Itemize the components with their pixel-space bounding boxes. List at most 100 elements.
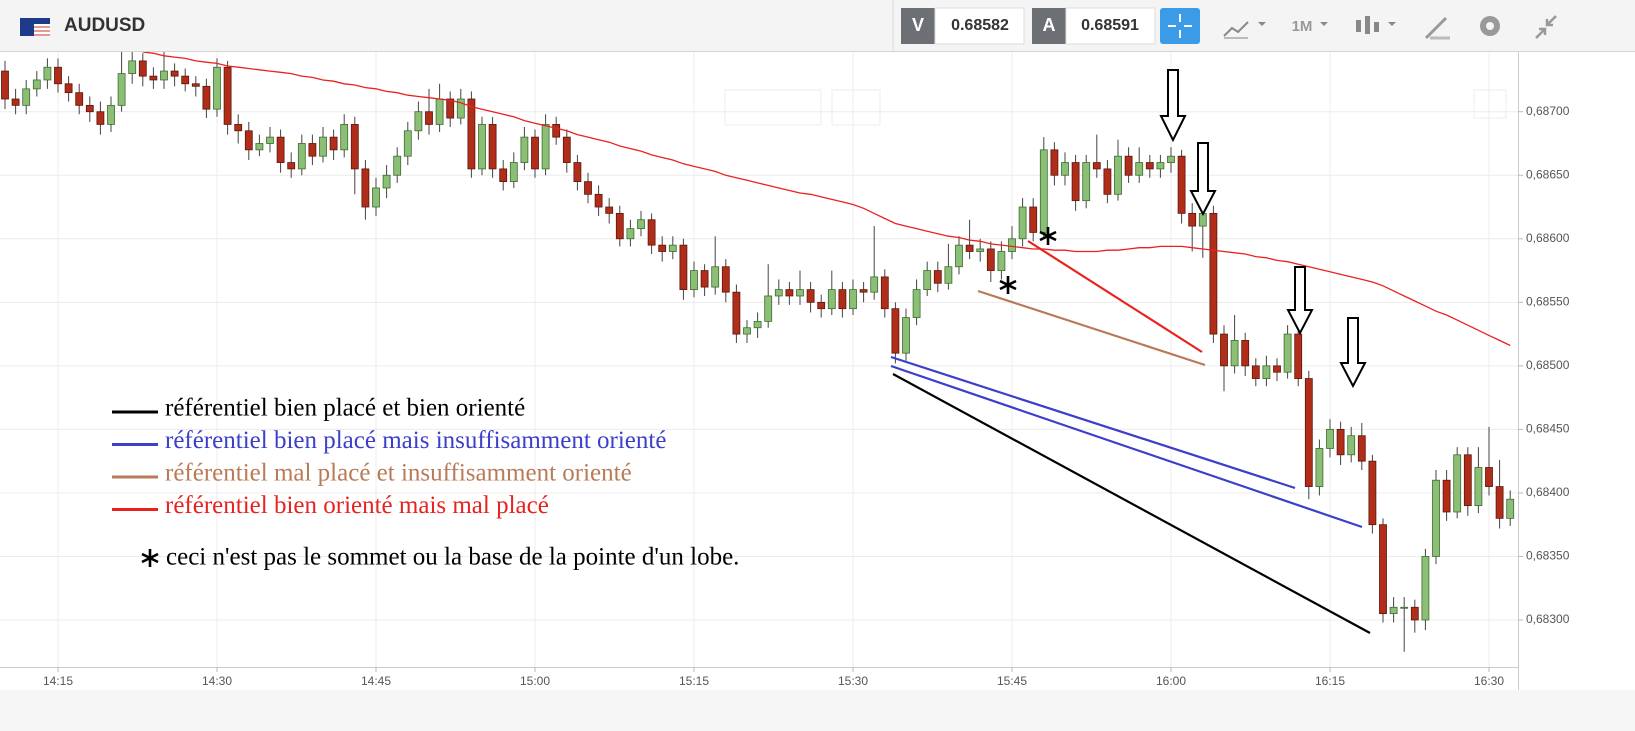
- candle-body: [1188, 212, 1197, 227]
- candle-body: [1209, 212, 1218, 335]
- candle-body: [679, 244, 688, 291]
- candle-body: [128, 60, 137, 75]
- candle-body: [1400, 606, 1409, 609]
- candle-body: [1230, 340, 1239, 367]
- bid-price: 0.68582: [951, 17, 1009, 34]
- arrow: [1189, 142, 1217, 217]
- candle-body: [1336, 428, 1345, 456]
- ask-price: 0.68591: [1081, 17, 1139, 34]
- candle-body: [1506, 498, 1515, 519]
- ask-box[interactable]: [1032, 8, 1066, 44]
- candle-body: [700, 270, 709, 288]
- arrows: [1159, 69, 1367, 389]
- legend-label: référentiel mal placé et insuffisamment …: [165, 460, 632, 487]
- candle-body: [1463, 454, 1472, 507]
- legend-label: référentiel bien orienté mais mal placé: [165, 492, 549, 519]
- candle-body: [308, 143, 317, 157]
- asterisk: [1039, 227, 1057, 245]
- candle-body: [764, 295, 773, 322]
- candle-body: [1167, 155, 1175, 163]
- x-axis-band: [0, 667, 1518, 690]
- candle-body: [541, 124, 550, 170]
- y-tick-label: 0,68600: [1526, 231, 1570, 245]
- candle-body: [721, 266, 730, 293]
- candle-body: [85, 104, 94, 113]
- x-tick-label: 15:45: [997, 674, 1027, 688]
- symbol: AUDUSD: [64, 15, 145, 36]
- candle-body: [1326, 428, 1334, 449]
- candle-body: [986, 248, 995, 271]
- candle-body: [1220, 333, 1228, 367]
- candle-body: [626, 228, 635, 240]
- candle-body: [880, 276, 889, 310]
- candle-body: [138, 60, 147, 77]
- ask-label: A: [1043, 15, 1056, 35]
- candle-body: [350, 124, 359, 170]
- candle-body: [64, 83, 73, 94]
- candle-style-button[interactable]: [1356, 16, 1396, 34]
- candle-body: [870, 276, 879, 293]
- candle-body: [425, 111, 433, 125]
- y-tick-label: 0,68400: [1526, 485, 1570, 499]
- arrow: [1159, 69, 1187, 143]
- candle-body: [467, 98, 476, 170]
- candle-body: [732, 291, 741, 335]
- candle-body: [806, 289, 815, 303]
- candle-body: [711, 266, 720, 288]
- candle-body: [1177, 155, 1186, 214]
- bid-box[interactable]: [901, 8, 935, 44]
- candle-body: [1039, 149, 1048, 233]
- draw-button[interactable]: [1424, 16, 1450, 40]
- moving-average: [142, 52, 1511, 347]
- bid-label: V: [912, 15, 924, 35]
- candle-body: [149, 75, 158, 81]
- candle-body: [562, 136, 571, 163]
- y-tick-label: 0,68550: [1526, 294, 1570, 308]
- candle-body: [923, 270, 932, 291]
- trend-line: [977, 289, 1206, 367]
- candle-body: [509, 162, 518, 183]
- candle-body: [107, 104, 115, 125]
- candle-body: [1008, 238, 1016, 252]
- candle-body: [1114, 155, 1122, 195]
- settings-button[interactable]: [1480, 16, 1500, 36]
- candle-body: [117, 73, 126, 106]
- candle-body: [1018, 206, 1027, 240]
- candle-body: [1389, 606, 1398, 615]
- crosshair-button[interactable]: [1160, 8, 1200, 44]
- candle-body: [1061, 162, 1069, 176]
- asterisks: [141, 227, 1057, 567]
- collapse-button[interactable]: [1535, 15, 1557, 39]
- candle-body: [1103, 168, 1112, 195]
- candle-body: [1495, 486, 1504, 519]
- y-tick-label: 0,68700: [1526, 104, 1570, 118]
- candle-body: [1156, 162, 1165, 170]
- candle-body: [170, 70, 179, 77]
- asterisk: [141, 549, 159, 567]
- candle-body: [1283, 333, 1292, 373]
- candle-body: [785, 289, 794, 297]
- x-tick-label: 16:00: [1156, 674, 1186, 688]
- candle-body: [499, 168, 508, 183]
- grid: 0,68300 0,68350 0,68400 0,68450 0,68500 0,685…: [0, 52, 1570, 688]
- trend-line: [890, 364, 1363, 529]
- candle-body: [456, 98, 465, 119]
- x-tick-label: 16:15: [1315, 674, 1345, 688]
- candle-body: [891, 308, 900, 354]
- candle-body: [817, 301, 826, 310]
- x-tick-label: 15:30: [838, 674, 868, 688]
- chart-type-button[interactable]: [1223, 21, 1266, 39]
- candle-body: [297, 143, 306, 170]
- timeframe[interactable]: 1M: [1292, 18, 1313, 35]
- candle-body: [266, 136, 274, 144]
- candle-body: [849, 289, 857, 310]
- candle-body: [403, 130, 412, 157]
- arrow: [1286, 266, 1314, 336]
- candle-body: [997, 251, 1006, 271]
- candle-body: [435, 98, 444, 125]
- candle-body: [488, 124, 497, 170]
- x-tick-label: 14:15: [43, 674, 73, 688]
- candle-body: [160, 70, 168, 81]
- candle-body: [1442, 479, 1451, 513]
